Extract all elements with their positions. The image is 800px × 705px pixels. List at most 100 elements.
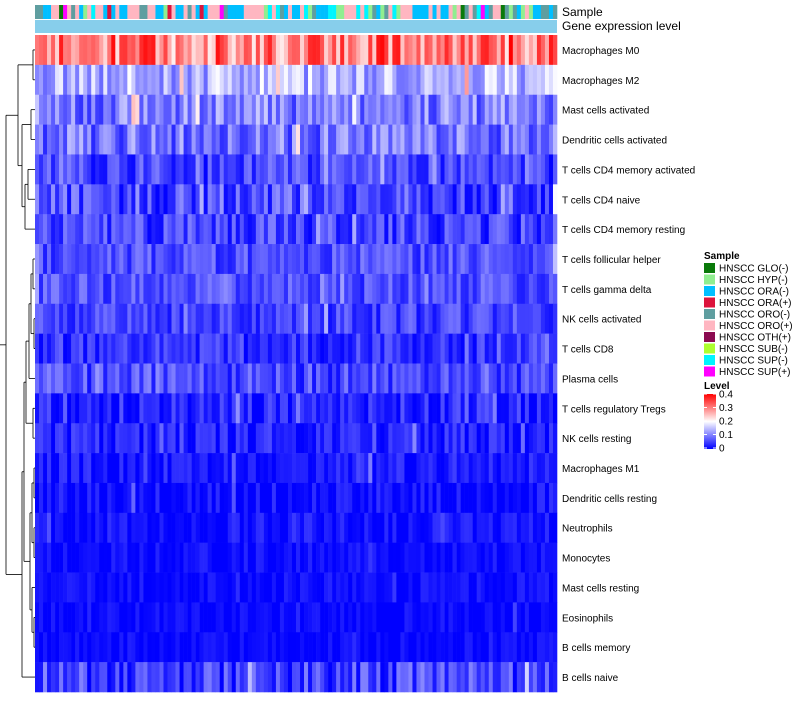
row-label: Macrophages M0 xyxy=(562,46,640,57)
heatmap-cell xyxy=(332,333,337,364)
heatmap-cell xyxy=(400,602,405,633)
heatmap-cell xyxy=(528,35,534,66)
heatmap-cell xyxy=(344,662,349,693)
heatmap-cell xyxy=(400,214,405,245)
heatmap-cell xyxy=(348,64,353,96)
heatmap-cell xyxy=(179,64,184,96)
heatmap-cell xyxy=(79,184,84,215)
heatmap-cell xyxy=(47,363,52,394)
heatmap-cell xyxy=(396,214,401,245)
heatmap-cell xyxy=(472,542,477,573)
heatmap-cell xyxy=(548,94,554,125)
heatmap-cell xyxy=(223,124,229,155)
heatmap-cell xyxy=(492,602,498,633)
heatmap-cell xyxy=(472,35,477,66)
heatmap-cell xyxy=(251,632,257,663)
heatmap-cell xyxy=(424,542,429,573)
heatmap-row xyxy=(35,184,558,215)
heatmap-cell xyxy=(115,244,120,275)
heatmap-cell xyxy=(312,423,317,454)
sample-annotation-cell xyxy=(460,5,465,19)
heatmap-cell xyxy=(91,423,96,454)
heatmap-cell xyxy=(263,244,269,275)
heatmap-cell xyxy=(408,124,413,155)
heatmap-cell xyxy=(460,303,465,334)
heatmap-cell xyxy=(175,482,180,514)
heatmap-cell xyxy=(300,662,305,693)
heatmap-cell xyxy=(275,602,281,633)
heatmap-cell xyxy=(183,572,188,603)
heatmap-cell xyxy=(263,273,269,305)
heatmap-cell xyxy=(548,393,554,424)
heatmap-cell xyxy=(147,35,152,66)
heatmap-cell xyxy=(428,453,433,484)
heatmap-cell xyxy=(35,602,40,633)
heatmap-cell xyxy=(496,393,502,424)
heatmap-cell xyxy=(304,214,309,245)
legend-swatch xyxy=(704,297,715,308)
heatmap-cell xyxy=(548,572,554,603)
heatmap-cell xyxy=(263,393,269,424)
heatmap-cell xyxy=(99,363,104,394)
heatmap-cell xyxy=(440,512,445,543)
heatmap-cell xyxy=(456,184,461,215)
heatmap-cell xyxy=(484,124,490,155)
heatmap-cell xyxy=(552,333,558,364)
heatmap-cell xyxy=(364,214,369,245)
sample-annotation-cell xyxy=(484,5,490,19)
heatmap-cell xyxy=(500,184,506,215)
heatmap-cell xyxy=(219,244,225,275)
heatmap-cell xyxy=(428,512,433,543)
heatmap-cell xyxy=(171,482,176,514)
heatmap-cell xyxy=(384,154,389,185)
heatmap-cell xyxy=(111,184,116,215)
heatmap-cell xyxy=(155,333,160,364)
heatmap-cell xyxy=(508,333,514,364)
heatmap-cell xyxy=(75,482,80,514)
heatmap-cell xyxy=(59,333,64,364)
heatmap-cell xyxy=(51,453,56,484)
heatmap-cell xyxy=(259,333,265,364)
heatmap-cell xyxy=(340,632,345,663)
heatmap-cell xyxy=(540,512,546,543)
heatmap-cell xyxy=(452,423,457,454)
heatmap-cell xyxy=(259,393,265,424)
heatmap-cell xyxy=(548,512,554,543)
heatmap-cell xyxy=(179,124,184,155)
heatmap-cell xyxy=(59,124,64,155)
heatmap-cell xyxy=(103,512,108,543)
heatmap-cell xyxy=(39,542,44,573)
row-label: T cells CD4 memory activated xyxy=(562,165,695,176)
heatmap-cell xyxy=(99,244,104,275)
heatmap-cell xyxy=(468,572,473,603)
heatmap-cell xyxy=(67,64,72,96)
heatmap-cell xyxy=(312,333,317,364)
heatmap-cell xyxy=(536,542,542,573)
heatmap-cell xyxy=(308,124,313,155)
row-label: Mast cells activated xyxy=(562,106,649,117)
heatmap-cell xyxy=(243,64,249,96)
heatmap-cell xyxy=(296,512,301,543)
heatmap-cell xyxy=(336,602,341,633)
heatmap-cell xyxy=(59,393,64,424)
heatmap-cell xyxy=(412,632,417,663)
heatmap-cell xyxy=(380,333,385,364)
heatmap-cell xyxy=(199,572,204,603)
heatmap-cell xyxy=(151,453,156,484)
heatmap-cell xyxy=(223,453,229,484)
heatmap-cell xyxy=(424,423,429,454)
heatmap-cell xyxy=(123,482,128,514)
heatmap-cell xyxy=(107,423,112,454)
heatmap-cell xyxy=(195,363,200,394)
heatmap-cell xyxy=(300,542,305,573)
heatmap-cell xyxy=(532,423,538,454)
heatmap-cell xyxy=(420,244,425,275)
heatmap-cell xyxy=(223,184,229,215)
heatmap-cell xyxy=(424,572,429,603)
heatmap-cell xyxy=(436,64,441,96)
heatmap-cell xyxy=(287,303,293,334)
heatmap-cell xyxy=(195,94,200,125)
heatmap-cell xyxy=(460,214,465,245)
heatmap-cell xyxy=(512,363,518,394)
heatmap-cell xyxy=(235,512,241,543)
